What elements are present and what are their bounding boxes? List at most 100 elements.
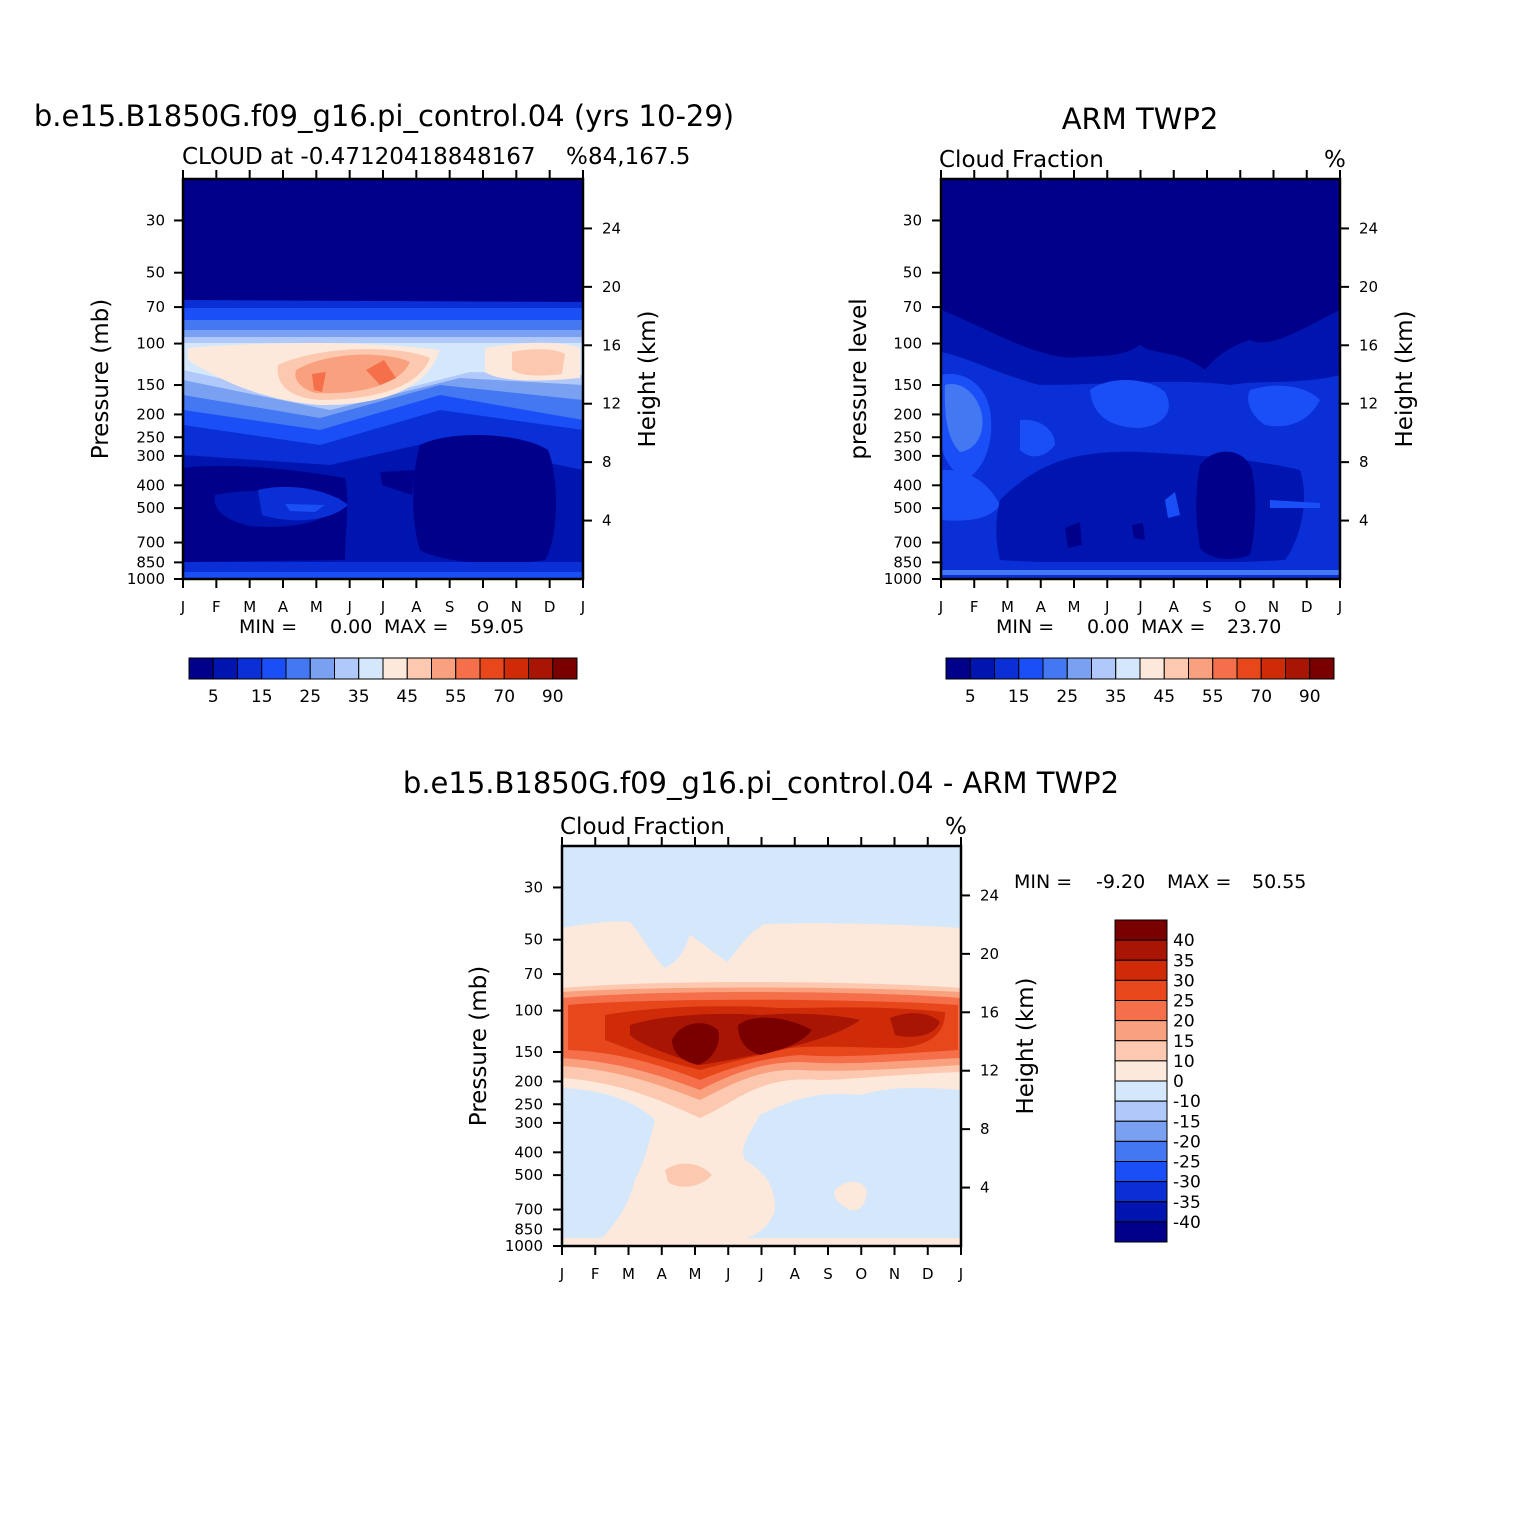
- colorbar-label: 0: [1173, 1072, 1184, 1092]
- obs-colorbar: 5 15 25 35 45 55 70 90: [945, 657, 1335, 707]
- month-tick-label: A: [790, 1265, 801, 1283]
- obs-min-label: MIN =: [996, 616, 1054, 638]
- diff-title: b.e15.B1850G.f09_g16.pi_control.04 - ARM…: [403, 766, 1119, 800]
- height-tick-label: 8: [602, 453, 612, 471]
- pressure-tick-label: 30: [146, 211, 165, 229]
- obs-ylabel-right: Height (km): [1392, 310, 1418, 447]
- colorbar-swatch: [552, 657, 578, 680]
- month-tick-label: J: [1104, 598, 1109, 616]
- diff-min-label: MIN =: [1014, 871, 1072, 893]
- month-tick-label: A: [657, 1265, 668, 1283]
- month-tick-label: N: [511, 598, 522, 616]
- colorbar-swatch: [406, 657, 432, 680]
- model-contour-field: [183, 179, 583, 579]
- colorbar-label: 15: [1008, 687, 1030, 707]
- colorbar-swatch: [455, 657, 481, 680]
- height-tick-label: 4: [602, 512, 612, 530]
- colorbar-swatch: [1139, 657, 1165, 680]
- pressure-tick-label: 300: [893, 447, 922, 465]
- colorbar-label: 55: [445, 687, 467, 707]
- colorbar-swatch: [1236, 657, 1262, 680]
- colorbar-label: 55: [1202, 687, 1224, 707]
- obs-title: ARM TWP2: [1062, 102, 1219, 136]
- month-tick-label: A: [278, 598, 289, 616]
- colorbar-swatch: [1309, 657, 1335, 680]
- month-tick-label: A: [1169, 598, 1180, 616]
- colorbar-label: -20: [1173, 1132, 1201, 1152]
- pressure-tick-label: 250: [514, 1095, 543, 1113]
- colorbar-swatch: [1114, 1020, 1168, 1042]
- colorbar-swatch: [479, 657, 505, 680]
- colorbar-label: -15: [1173, 1112, 1201, 1132]
- pressure-tick-label: 70: [903, 298, 922, 316]
- model-min-label: MIN =: [239, 616, 297, 638]
- month-tick-label: J: [725, 1265, 730, 1283]
- model-colorbar: 5 15 25 35 45 55 70 90: [188, 657, 578, 707]
- diff-max-value: 50.55: [1252, 871, 1306, 893]
- colorbar-label: -40: [1173, 1213, 1201, 1233]
- month-tick-label: J: [380, 598, 385, 616]
- pressure-tick-label: 70: [146, 298, 165, 316]
- height-tick-label: 12: [1359, 395, 1378, 413]
- month-tick-label: O: [855, 1265, 867, 1283]
- pressure-tick-label: 850: [893, 553, 922, 571]
- month-tick-label: M: [622, 1265, 635, 1283]
- height-tick-label: 4: [980, 1179, 990, 1197]
- month-tick-label: J: [346, 598, 351, 616]
- model-ylabel-right: Height (km): [635, 310, 661, 447]
- colorbar-label: 35: [348, 687, 370, 707]
- month-tick-label: J: [1137, 598, 1142, 616]
- month-tick-label: F: [591, 1265, 600, 1283]
- pressure-tick-label: 150: [893, 376, 922, 394]
- colorbar-label: 90: [1299, 687, 1321, 707]
- height-tick-label: 24: [1359, 219, 1378, 237]
- colorbar-label: 20: [1173, 1012, 1195, 1032]
- month-tick-label: M: [689, 1265, 702, 1283]
- month-tick-label: D: [1301, 598, 1313, 616]
- height-tick-label: 16: [1359, 336, 1378, 354]
- month-tick-label: M: [1068, 598, 1081, 616]
- colorbar-swatch: [1114, 1201, 1168, 1223]
- panel-obs: ARM TWP2 Cloud Fraction % 30 50 70 100 150 20…: [846, 102, 1418, 707]
- month-tick-label: F: [970, 598, 979, 616]
- colorbar-label: 35: [1173, 951, 1195, 971]
- colorbar-swatch: [969, 657, 995, 680]
- month-tick-label: F: [212, 598, 221, 616]
- height-tick-label: 24: [602, 219, 621, 237]
- month-tick-label: S: [1202, 598, 1212, 616]
- pressure-tick-label: 200: [136, 405, 165, 423]
- colorbar-label: -25: [1173, 1153, 1201, 1173]
- month-tick-label: N: [889, 1265, 900, 1283]
- colorbar-label: 90: [542, 687, 564, 707]
- pressure-tick-label: 70: [524, 965, 543, 983]
- colorbar-label: 25: [1056, 687, 1078, 707]
- diff-ylabel-right: Height (km): [1013, 977, 1039, 1114]
- obs-min-value: 0.00: [1087, 616, 1129, 638]
- colorbar-label: 40: [1173, 931, 1195, 951]
- month-tick-label: N: [1268, 598, 1279, 616]
- colorbar-label: 25: [1173, 992, 1195, 1012]
- colorbar-swatch: [503, 657, 529, 680]
- colorbar-swatch: [1114, 919, 1168, 941]
- pressure-tick-label: 500: [514, 1166, 543, 1184]
- colorbar-label: 45: [1153, 687, 1175, 707]
- month-tick-label: S: [445, 598, 455, 616]
- obs-right-axis: 24 20 16 12 8 4: [1340, 219, 1378, 530]
- pressure-tick-label: 400: [136, 476, 165, 494]
- height-tick-label: 12: [602, 395, 621, 413]
- pressure-tick-label: 100: [514, 1002, 543, 1020]
- pressure-tick-label: 1000: [127, 570, 165, 588]
- colorbar-swatch: [188, 657, 214, 680]
- colorbar-swatch: [237, 657, 263, 680]
- model-units: %: [566, 144, 588, 170]
- diff-contour-field: [562, 846, 961, 1246]
- colorbar-label: 5: [965, 687, 976, 707]
- month-tick-label: A: [411, 598, 422, 616]
- colorbar-swatch: [994, 657, 1020, 680]
- colorbar-label: 35: [1105, 687, 1127, 707]
- month-tick-label: J: [559, 1265, 564, 1283]
- pressure-tick-label: 700: [136, 534, 165, 552]
